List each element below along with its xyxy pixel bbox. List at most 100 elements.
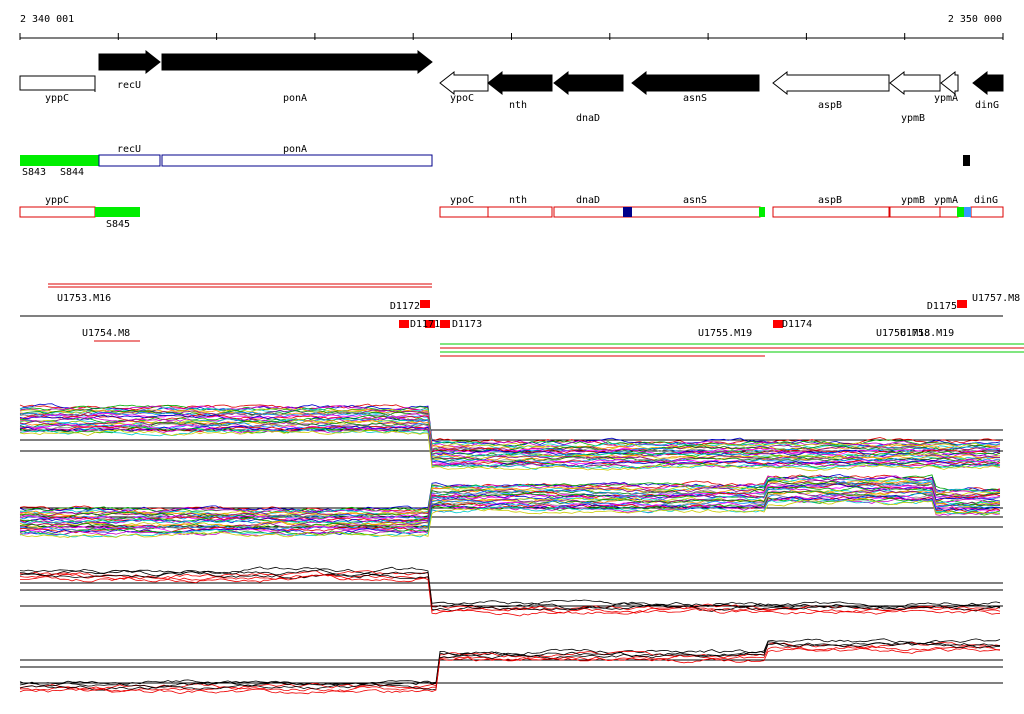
expression-profile: [19, 642, 1001, 691]
expression-profile: [19, 475, 1001, 515]
gene-label: nth: [509, 100, 527, 111]
expression-profile: [19, 483, 1001, 525]
transcript-label: D1173: [452, 319, 482, 330]
expression-profile: [19, 569, 1001, 610]
segment: [939, 206, 959, 218]
expression-profile: [19, 418, 1001, 461]
gene-label: yppC: [45, 93, 69, 104]
segment: [759, 207, 765, 217]
expression-profile: [19, 403, 1001, 446]
gene: [772, 70, 890, 96]
transcript-label: U1757.M8: [972, 293, 1020, 304]
ruler-end: 2 350 000: [948, 14, 1002, 25]
segment: [98, 154, 161, 167]
gene-label: ypmA: [934, 93, 958, 104]
expression-profile: [19, 413, 1000, 457]
gene: [940, 70, 959, 96]
gene: [19, 75, 96, 91]
segment: [95, 207, 140, 217]
segment-label: dinG: [974, 195, 998, 206]
transcript-label: U1756.M18: [876, 328, 930, 339]
ruler-start: 2 340 001: [20, 14, 74, 25]
expression-profile: [19, 498, 1001, 538]
transcript-label: D1172: [390, 301, 420, 312]
transcript-label: U1753.M16: [57, 293, 111, 304]
gene-label: dinG: [975, 100, 999, 111]
expression-profile: [19, 495, 1001, 533]
gene: [553, 70, 624, 96]
segment-label: yppC: [45, 195, 69, 206]
transcript-marker: [773, 320, 783, 328]
segment: [963, 155, 970, 166]
expression-profile: [19, 642, 1001, 690]
gene: [972, 70, 1004, 96]
expression-profile: [19, 419, 1000, 462]
expression-profile: [19, 497, 1001, 538]
segment: [487, 206, 553, 218]
segment: [964, 207, 971, 217]
segment: [553, 206, 761, 218]
segment: [957, 207, 964, 217]
expression-profile: [19, 481, 1001, 520]
segment: [439, 206, 489, 218]
segment-label: S844: [60, 167, 84, 178]
gene: [487, 70, 553, 96]
expression-profile: [19, 572, 1001, 614]
gene: [889, 70, 941, 96]
expression-profile: [19, 427, 1001, 470]
segment-label: asnS: [683, 195, 707, 206]
segment-label: S845: [106, 219, 130, 230]
gene-label: aspB: [818, 100, 842, 111]
expression-profile: [19, 429, 1001, 472]
expression-profile: [19, 566, 1001, 608]
segment-label: S843: [22, 167, 46, 178]
transcript-label: U1755.M19: [698, 328, 752, 339]
segment: [889, 206, 941, 218]
segment: [623, 207, 632, 217]
segment-label: ponA: [283, 144, 307, 155]
expression-profile: [19, 413, 1001, 456]
expression-profile: [19, 474, 1001, 513]
gene: [161, 49, 433, 75]
tracks: yppC recU ponA ypoC nth dnaD asnS aspB ypmB ypmA d…: [19, 33, 1024, 695]
segment: [970, 206, 1004, 218]
segment: [19, 206, 96, 218]
segment-label: ypmB: [901, 195, 925, 206]
segment-label: aspB: [818, 195, 842, 206]
segment-label: dnaD: [576, 195, 600, 206]
segment: [161, 154, 433, 167]
gene-label: asnS: [683, 93, 707, 104]
expression-profile: [20, 574, 1001, 617]
transcript-marker: [957, 300, 967, 308]
transcript-marker: [425, 320, 435, 328]
expression-profile: [19, 407, 1001, 451]
gene: [439, 70, 489, 96]
expression-profile: [19, 647, 1001, 695]
expression-profile: [19, 638, 1001, 686]
expression-profile: [19, 570, 1001, 612]
transcript-label: U1754.M8: [82, 328, 130, 339]
segment-label: nth: [509, 195, 527, 206]
gene-label: ypmB: [901, 113, 925, 124]
transcript-label: D1175: [927, 301, 957, 312]
transcript-label: U1758.M19: [900, 328, 954, 339]
segment-label: ypoC: [450, 195, 474, 206]
expression-profile: [19, 426, 1001, 467]
gene: [98, 49, 161, 75]
transcript-marker: [399, 320, 409, 328]
gene: [631, 70, 760, 96]
expression-profile: [19, 426, 1001, 469]
gene-label: dnaD: [576, 113, 600, 124]
segment: [20, 155, 99, 166]
expression-profile: [19, 478, 1001, 519]
expression-profile: [19, 420, 1001, 464]
segment-label: ypmA: [934, 195, 958, 206]
expression-profile: [19, 412, 1001, 456]
expression-profile: [19, 645, 1001, 692]
gene-label: recU: [117, 80, 141, 91]
expression-profile: [19, 641, 1001, 689]
segment: [772, 206, 890, 218]
transcript-label: D1171: [410, 319, 440, 330]
transcript-marker: [440, 320, 450, 328]
